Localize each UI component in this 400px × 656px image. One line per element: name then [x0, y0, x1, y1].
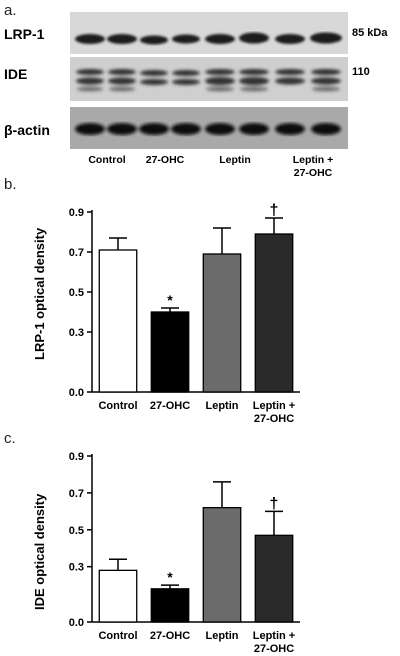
blot-beta-actin-image — [70, 107, 348, 149]
chart-c-bar-3 — [254, 534, 294, 623]
chart-b-y-tick-label-2: 0.5 — [69, 287, 84, 299]
chart-c-annotation-1: * — [167, 569, 173, 585]
chart-c-x-tick-label-0: Control — [98, 630, 137, 642]
chart-b-annotation-1: * — [167, 292, 173, 308]
blot-lane-label-leptin: Leptin — [219, 154, 251, 166]
blot-ide-image — [70, 57, 348, 101]
chart-b-y-tick-label-0: 0.0 — [69, 387, 84, 399]
chart-c-y-tick-label-3: 0.7 — [69, 488, 84, 500]
chart-c-y-tick-label-1: 0.3 — [69, 562, 84, 574]
chart-c-y-tick-label-4: 0.9 — [69, 451, 84, 463]
blot-row-label-lrp1: LRP-1 — [4, 26, 45, 42]
chart-b-x-tick-label-1: 27-OHC — [150, 400, 190, 412]
blot-row-label-ide: IDE — [4, 66, 28, 82]
chart-b-x-tick-label-3-line-0: Leptin + — [253, 400, 295, 412]
chart-b-y-tick-label-1: 0.3 — [69, 327, 84, 339]
chart-b-x-tick-label-3-line-1: 27-OHC — [254, 413, 294, 425]
blot-lane-label-control: Control — [88, 154, 126, 166]
chart-c-annotation-3: † — [270, 495, 279, 512]
chart-c-x-tick-label-3-line-1: 27-OHC — [254, 643, 294, 655]
chart-b-bar-0 — [98, 249, 138, 393]
chart-c-y-tick-label-0: 0.0 — [69, 617, 84, 629]
blot-lrp1-image — [70, 12, 348, 54]
chart-b-x-tick-label-0: Control — [98, 400, 137, 412]
chart-b-bar-2 — [202, 253, 242, 393]
chart-b-bar-3 — [254, 233, 294, 393]
chart-c-x-tick-label-1: 27-OHC — [150, 630, 190, 642]
chart-b-annotation-3: † — [270, 202, 279, 219]
chart-c-bar-2 — [202, 506, 242, 623]
chart-c-x-tick-label-3-line-0: Leptin + — [253, 630, 295, 642]
chart-c-ide-optical-density: 0.0 0.3 0.5 0.7 0.9 Control * 27-OHC Leptin † Lept… — [69, 451, 300, 655]
panel-b-label: b. — [4, 176, 17, 193]
blot-marker-lrp1: 85 kDa — [352, 27, 388, 39]
chart-b-y-tick-label-4: 0.9 — [69, 207, 84, 219]
chart-b-y-tick-label-3: 0.7 — [69, 247, 84, 259]
chart-b-x-tick-label-2: Leptin — [206, 400, 239, 412]
chart-c-bar-0 — [98, 569, 138, 623]
chart-b-bar-1 — [150, 311, 190, 393]
panel-a-label: a. — [4, 2, 17, 19]
chart-c-y-tick-label-2: 0.5 — [69, 525, 84, 537]
blot-lane-label-leptin-27ohc: Leptin + 27-OHC — [292, 154, 334, 179]
blot-lane-label-27ohc: 27-OHC — [145, 154, 185, 166]
chart-b-lrp1-optical-density: 0.0 0.3 0.5 0.7 0.9 Control * 27-OHC Leptin † Lept… — [69, 202, 300, 425]
blot-marker-ide: 110 — [352, 66, 370, 78]
blot-row-label-beta-actin: β-actin — [4, 122, 50, 138]
chart-c-x-tick-label-2: Leptin — [206, 630, 239, 642]
panel-c-label: c. — [4, 430, 16, 447]
chart-c-bar-1 — [150, 588, 190, 623]
